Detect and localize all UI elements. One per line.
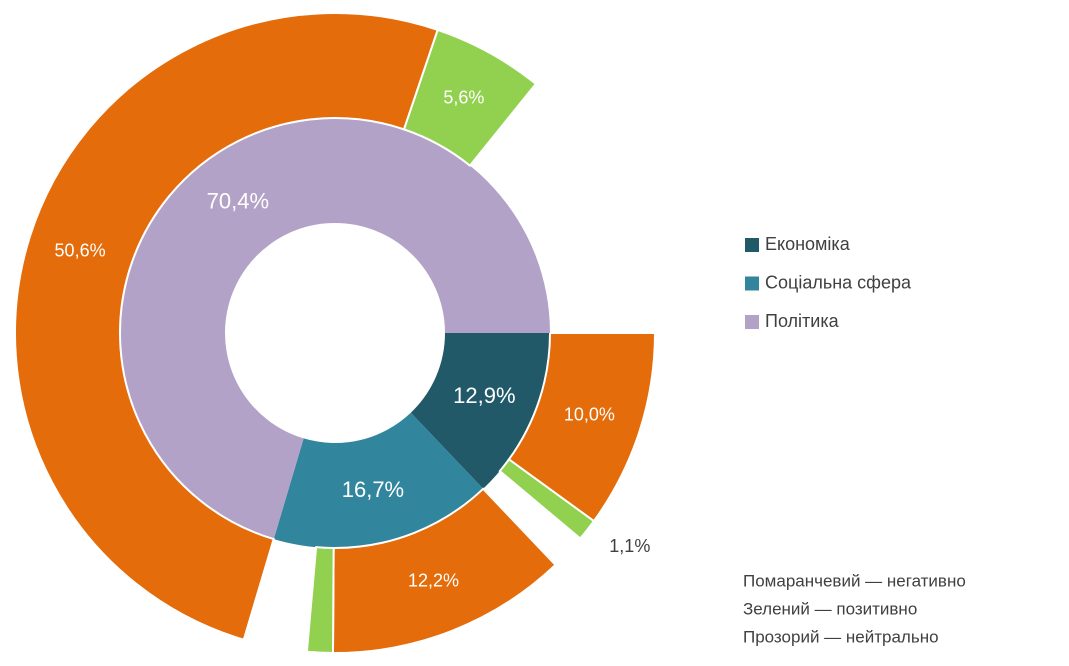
positive-segment: [498, 457, 596, 540]
inner-label: 16,7%: [342, 477, 404, 502]
inner-label: 70,4%: [207, 189, 269, 214]
note: Зелений — позитивно: [743, 599, 917, 618]
legend-label: Соціальна сфера: [765, 272, 912, 292]
outer-label: 5,6%: [443, 87, 484, 107]
positive-segment: [402, 28, 538, 168]
outer-label: 10,0%: [564, 404, 615, 424]
note: Помаранчевий — негативно: [743, 571, 966, 590]
legend-swatch: [745, 315, 759, 329]
inner-segment: [273, 412, 484, 549]
legend-label: Економіка: [765, 234, 851, 254]
legend-swatch: [745, 276, 759, 291]
inner-segment: [120, 118, 550, 540]
legend-label: Політика: [765, 311, 840, 331]
outer-label: 12,2%: [408, 570, 459, 590]
positive-segment: [305, 546, 335, 655]
legend-swatch: [745, 238, 759, 252]
outer-label: 50,6%: [55, 241, 106, 261]
outer-label: 1,1%: [609, 536, 650, 556]
inner-label: 12,9%: [453, 383, 515, 408]
negative-segment: [14, 12, 439, 641]
note: Прозорий — нейтрально: [743, 627, 939, 646]
